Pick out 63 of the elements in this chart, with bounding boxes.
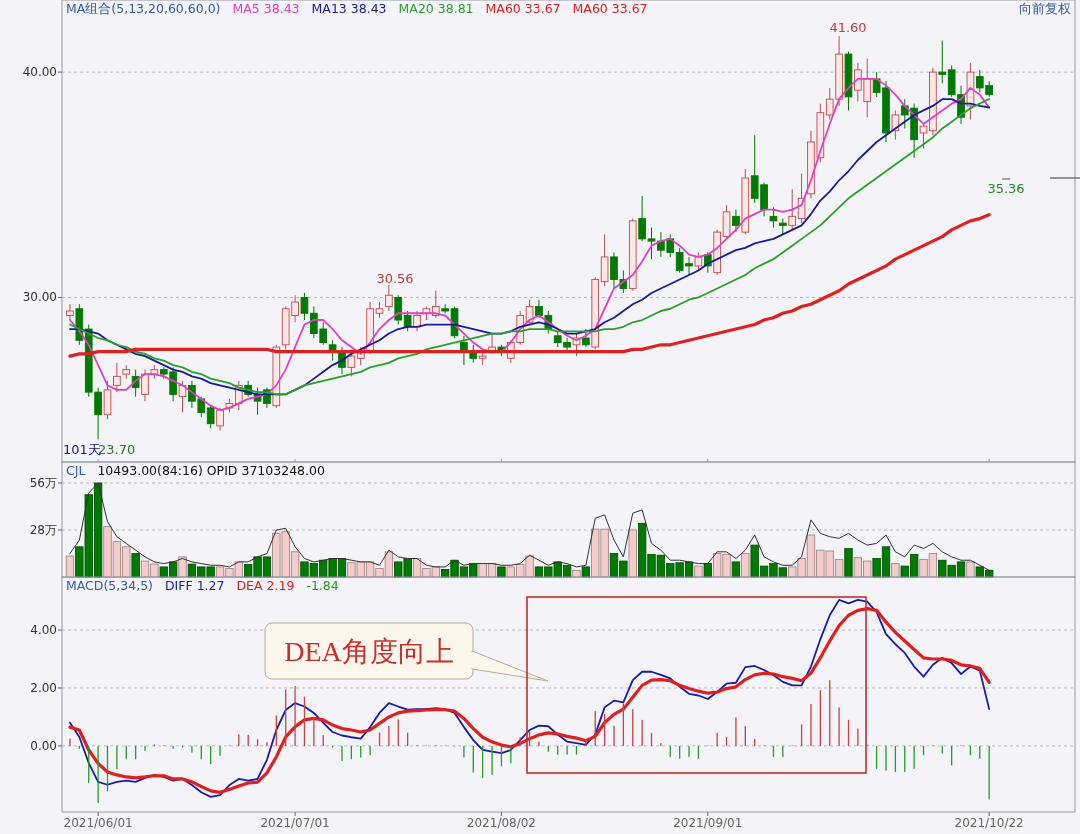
x-tick-label: 2021/09/01 [673, 816, 743, 830]
bar [65, 555, 75, 578]
candlestick [300, 292, 309, 321]
bar [178, 556, 187, 578]
text: MA5 38.43 [232, 1, 300, 16]
candlestick [582, 328, 590, 348]
candlestick [891, 109, 900, 141]
chart-title: CJL [66, 463, 86, 478]
candlestick [394, 294, 403, 326]
annotation: MA60 33.67 [572, 1, 648, 16]
y-tick-label: 0.00 [30, 738, 57, 753]
text: DIFF 1.27 [164, 578, 225, 593]
bar [731, 561, 741, 578]
candlestick [525, 299, 534, 326]
candlestick [732, 209, 740, 233]
legend-title: MA组合(5,13,20,60,60,0) [66, 1, 221, 16]
y-tick-label: 2.00 [30, 680, 57, 695]
callout-annotation: DEA角度向上 [264, 622, 549, 682]
candlestick [178, 380, 187, 413]
bar [581, 566, 590, 578]
bar [628, 529, 637, 578]
candlestick [938, 40, 947, 84]
x-tick-label: 2021/10/22 [954, 816, 1024, 830]
candlestick [113, 362, 121, 393]
bar [703, 563, 712, 578]
x-tick-label: 2021/07/01 [260, 816, 330, 830]
text: 向前复权 [1019, 1, 1071, 16]
text: MA13 38.43 [311, 1, 387, 16]
bar [891, 563, 900, 578]
y-tick-label: 56万 [29, 475, 57, 490]
x-tick-label: 2021/08/02 [466, 816, 537, 830]
bar [497, 566, 506, 578]
candlestick [694, 251, 703, 271]
y-tick-label: 40.00 [22, 65, 57, 80]
y-tick-label: 30.00 [22, 290, 57, 305]
bar [131, 553, 140, 578]
y-tick-label: 28万 [29, 522, 57, 537]
annotation: 30.56 [376, 271, 414, 286]
line-series [69, 482, 990, 571]
candlestick [385, 284, 393, 312]
annotation: DEA角度向上 [284, 636, 454, 667]
bar [694, 565, 703, 578]
candlestick [413, 310, 421, 332]
bar [844, 548, 853, 578]
x-tick-label: 2021/06/01 [63, 816, 133, 830]
candlestick [769, 206, 778, 229]
chart-subtitle: 10493.00(84:16) OPID 37103248.00 [97, 463, 325, 478]
text: MA60 33.67 [485, 1, 561, 16]
text: -1.84 [306, 578, 339, 593]
annotation: 41.60 [829, 20, 867, 35]
candlestick [216, 407, 224, 431]
candlestick [141, 369, 149, 402]
candlestick [788, 188, 797, 231]
text: MA20 38.81 [398, 1, 474, 16]
annotation: 101天 [63, 442, 101, 457]
annotation: 35.36 [987, 181, 1025, 196]
bar [741, 553, 750, 578]
candlestick [403, 310, 412, 332]
text: DEA 2.19 [236, 578, 295, 593]
bar [966, 561, 975, 578]
legend-title: MACD(5,34,5) [66, 578, 153, 593]
candlestick [66, 303, 74, 321]
y-tick-label: 4.00 [30, 623, 57, 638]
